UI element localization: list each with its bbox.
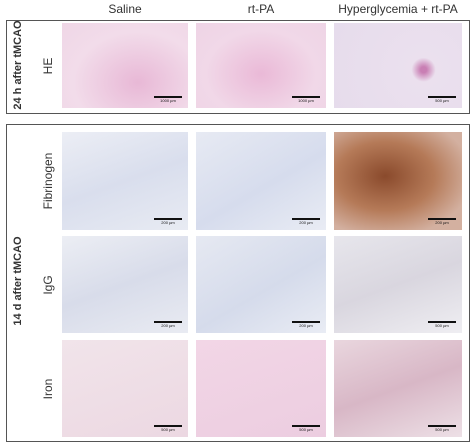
scale-bar-line [428, 96, 456, 98]
scale-bar-label: 500 µm [435, 427, 449, 432]
scale-bar: 1000 µm [154, 96, 182, 104]
scale-bar-label: 200 µm [435, 220, 449, 225]
micrograph: 500 µm [334, 23, 462, 108]
scale-bar-line [428, 321, 456, 323]
group-label: 14 d after tMCAO [12, 236, 24, 326]
scale-bar-label: 1000 µm [298, 98, 314, 103]
row-label: Fibrinogen [41, 152, 55, 210]
scale-bar-label: 500 µm [435, 98, 449, 103]
scale-bar: 500 µm [154, 425, 182, 433]
scale-bar-line [292, 96, 320, 98]
micrograph: 500 µm [62, 340, 188, 437]
scale-bar-line [154, 96, 182, 98]
scale-bar-label: 1000 µm [160, 98, 176, 103]
scale-bar: 1000 µm [292, 96, 320, 104]
scale-bar-label: 200 µm [299, 323, 313, 328]
panel-box [6, 124, 470, 442]
scale-bar-label: 200 µm [299, 220, 313, 225]
micrograph: 500 µm [334, 236, 462, 333]
micrograph: 500 µm [196, 340, 326, 437]
column-header: Hyperglycemia + rt-PA [338, 2, 458, 16]
row-label: IgG [41, 274, 55, 295]
scale-bar-line [292, 321, 320, 323]
scale-bar-line [292, 218, 320, 220]
scale-bar: 200 µm [428, 218, 456, 226]
scale-bar-label: 500 µm [435, 323, 449, 328]
scale-bar: 200 µm [154, 218, 182, 226]
micrograph: 200 µm [334, 132, 462, 230]
scale-bar-label: 200 µm [161, 323, 175, 328]
column-header: rt-PA [247, 2, 275, 16]
scale-bar: 500 µm [428, 321, 456, 329]
scale-bar: 500 µm [292, 425, 320, 433]
scale-bar-line [154, 425, 182, 427]
scale-bar: 200 µm [292, 218, 320, 226]
scale-bar-line [428, 425, 456, 427]
scale-bar-label: 200 µm [161, 220, 175, 225]
micrograph: 1000 µm [62, 23, 188, 108]
scale-bar-label: 500 µm [299, 427, 313, 432]
micrograph: 500 µm [334, 340, 462, 437]
scale-bar: 200 µm [154, 321, 182, 329]
row-label: HE [41, 57, 55, 74]
scale-bar-line [292, 425, 320, 427]
micrograph: 200 µm [62, 132, 188, 230]
scale-bar-line [428, 218, 456, 220]
column-header: Saline [108, 2, 142, 16]
scale-bar: 500 µm [428, 425, 456, 433]
row-label: Iron [41, 378, 55, 399]
scale-bar-line [154, 321, 182, 323]
scale-bar-line [154, 218, 182, 220]
scale-bar: 500 µm [428, 96, 456, 104]
micrograph: 200 µm [62, 236, 188, 333]
panel-box [6, 20, 470, 114]
scale-bar: 200 µm [292, 321, 320, 329]
scale-bar-label: 500 µm [161, 427, 175, 432]
micrograph: 1000 µm [196, 23, 326, 108]
micrograph: 200 µm [196, 132, 326, 230]
micrograph: 200 µm [196, 236, 326, 333]
